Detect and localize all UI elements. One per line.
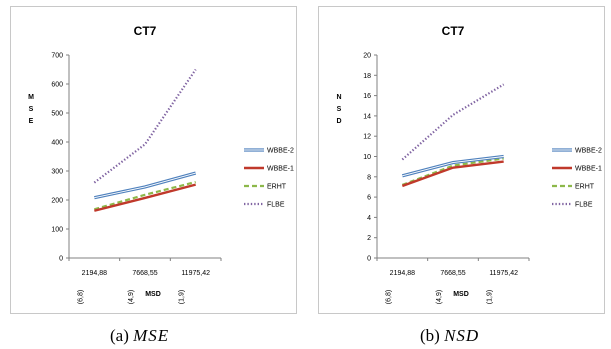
series-line-wbbe-2 xyxy=(401,154,504,178)
caption-b: (b) NSD xyxy=(420,326,479,346)
y-tick-label: 100 xyxy=(51,227,63,234)
series-line-flbe xyxy=(93,68,197,184)
chart-title: CT7 xyxy=(442,24,465,38)
legend-label: ERHT xyxy=(575,184,595,191)
y-tick-label: 14 xyxy=(363,113,371,120)
caption-a: (a) MSE xyxy=(110,326,169,346)
series-line-inner-wbbe-2 xyxy=(402,156,504,177)
chart-mse: CT7 0 100 200 300 400 500 600 700 2194,88 7668,55 1… xyxy=(28,24,294,304)
y-tick-label: 600 xyxy=(51,82,63,89)
chart-panel-nsd: CT7 0 2 4 6 8 10 12 14 16 18 20 2194,88 7668,55 11975,… xyxy=(318,6,605,314)
y-tick-label: 12 xyxy=(363,134,371,141)
y-tick-label: 4 xyxy=(367,215,371,222)
y-tick-label: 300 xyxy=(51,169,63,176)
x-axis-title: MSD xyxy=(145,291,161,298)
caption-a-symbol: MSE xyxy=(133,326,170,345)
y-tick-label: 500 xyxy=(51,111,63,118)
y-tick-label: 6 xyxy=(367,195,371,202)
x-sublabel: (6,8) xyxy=(385,290,392,304)
y-axis-title-letter: E xyxy=(29,118,34,125)
chart-nsd: CT7 0 2 4 6 8 10 12 14 16 18 20 2194,88 7668,55 11975,… xyxy=(336,24,602,304)
x-sublabel: (1,9) xyxy=(179,290,186,304)
series-line-wbbe-1 xyxy=(401,160,504,188)
y-tick-label: 10 xyxy=(363,154,371,161)
caption-b-tag: (b) xyxy=(420,326,440,345)
x-tick-label: 2194,88 xyxy=(390,270,415,277)
y-axis-title-letter: S xyxy=(337,106,342,113)
series-line-erht xyxy=(401,157,504,186)
x-sublabel: (4,9) xyxy=(128,290,135,304)
y-axis-title-letter: N xyxy=(336,94,341,101)
chart-title: CT7 xyxy=(134,24,157,38)
series-line-erht xyxy=(94,180,196,211)
x-sublabel: (1,9) xyxy=(487,290,494,304)
y-tick-label: 8 xyxy=(367,174,371,181)
y-tick-label: 20 xyxy=(363,53,371,60)
y-tick-label: 2 xyxy=(367,235,371,242)
series-line-inner-wbbe-2 xyxy=(94,172,196,199)
legend-label: WBBE-1 xyxy=(575,166,602,173)
x-tick-label: 7668,55 xyxy=(132,270,157,277)
chart-panel-mse: CT7 0 100 200 300 400 500 600 700 2194,88 7668,55 1… xyxy=(10,6,297,314)
y-tick-label: 400 xyxy=(51,140,63,147)
caption-b-symbol: NSD xyxy=(444,326,480,345)
y-axis-title-letter: M xyxy=(28,94,34,101)
legend-label: WBBE-2 xyxy=(575,148,602,155)
y-tick-label: 0 xyxy=(367,256,371,263)
y-axis-title-letter: D xyxy=(336,118,341,125)
x-tick-label: 11975,42 xyxy=(489,270,518,277)
legend-label: FLBE xyxy=(267,202,285,209)
x-axis-title: MSD xyxy=(453,291,469,298)
series-line-wbbe-1 xyxy=(94,183,196,212)
y-axis-title-letter: S xyxy=(29,106,34,113)
legend-label: WBBE-1 xyxy=(267,166,294,173)
x-tick-label: 11975,42 xyxy=(181,270,210,277)
y-tick-label: 700 xyxy=(51,53,63,60)
x-sublabel: (4,9) xyxy=(436,290,443,304)
legend-label: ERHT xyxy=(267,184,287,191)
x-tick-label: 2194,88 xyxy=(82,270,107,277)
legend-label: FLBE xyxy=(575,202,593,209)
x-sublabel: (6,8) xyxy=(77,290,84,304)
caption-a-tag: (a) xyxy=(110,326,129,345)
y-tick-label: 18 xyxy=(363,73,371,80)
legend-label: WBBE-2 xyxy=(267,148,294,155)
y-tick-label: 0 xyxy=(59,256,63,263)
series-line-flbe xyxy=(401,83,505,161)
y-tick-label: 16 xyxy=(363,93,371,100)
x-tick-label: 7668,55 xyxy=(440,270,465,277)
y-tick-label: 200 xyxy=(51,198,63,205)
